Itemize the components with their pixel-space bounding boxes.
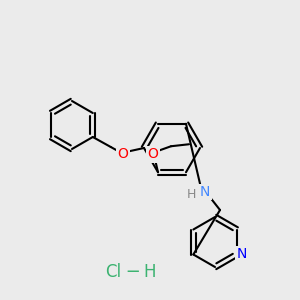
Text: Cl: Cl xyxy=(105,263,121,281)
Text: N: N xyxy=(236,248,247,262)
Text: H: H xyxy=(186,188,196,200)
Text: O: O xyxy=(148,147,158,161)
Text: H: H xyxy=(144,263,156,281)
Text: N: N xyxy=(200,185,210,199)
Text: O: O xyxy=(117,147,128,161)
Text: −: − xyxy=(120,263,146,281)
